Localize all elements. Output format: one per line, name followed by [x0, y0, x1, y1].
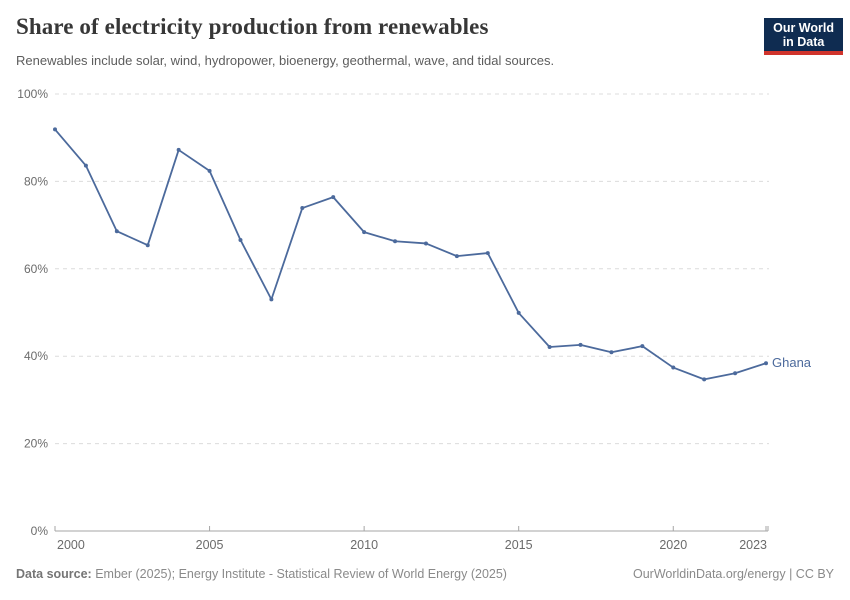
data-point[interactable] — [114, 229, 119, 234]
data-point[interactable] — [578, 342, 583, 347]
data-point[interactable] — [238, 237, 243, 242]
y-axis-label: 0% — [31, 524, 49, 538]
data-point[interactable] — [331, 195, 336, 200]
data-source-label: Data source: — [16, 567, 92, 581]
data-point[interactable] — [671, 365, 676, 370]
x-axis-label: 2000 — [57, 538, 85, 552]
owid-logo: Our World in Data — [764, 18, 843, 55]
owid-logo-line2: in Data — [782, 35, 825, 49]
y-axis-label: 60% — [24, 262, 48, 276]
data-point[interactable] — [516, 310, 521, 315]
y-axis-label: 20% — [24, 437, 48, 451]
x-axis-label: 2015 — [505, 538, 533, 552]
data-point[interactable] — [423, 241, 428, 246]
chart-subtitle: Renewables include solar, wind, hydropow… — [16, 53, 555, 68]
data-point[interactable] — [485, 251, 490, 256]
credit-link[interactable]: OurWorldinData.org/energy | CC BY — [632, 567, 834, 581]
data-point[interactable] — [300, 206, 305, 211]
x-axis-label: 2005 — [196, 538, 224, 552]
data-point[interactable] — [640, 344, 645, 349]
data-source-text: Ember (2025); Energy Institute - Statist… — [95, 567, 507, 581]
data-source: Data source: Ember (2025); Energy Instit… — [16, 567, 507, 581]
data-point[interactable] — [207, 168, 212, 173]
y-axis-label: 80% — [24, 174, 48, 188]
x-axis-label: 2023 — [739, 538, 767, 552]
data-point[interactable] — [269, 297, 274, 302]
y-axis-label: 40% — [24, 349, 48, 363]
owid-logo-line1: Our World — [773, 21, 834, 35]
data-point[interactable] — [53, 127, 57, 132]
data-line-ghana[interactable] — [54, 128, 767, 381]
data-point[interactable] — [454, 254, 459, 259]
data-point[interactable] — [176, 147, 181, 152]
page-title: Share of electricity production from ren… — [16, 14, 489, 39]
data-point[interactable] — [702, 377, 707, 382]
data-point[interactable] — [362, 230, 367, 235]
data-point[interactable] — [83, 163, 88, 168]
data-point[interactable] — [733, 371, 738, 376]
x-axis-label: 2020 — [659, 538, 687, 552]
chart-footer: Data source: Ember (2025); Energy Instit… — [16, 567, 834, 581]
data-point[interactable] — [764, 361, 768, 366]
y-axis-label: 100% — [17, 87, 48, 101]
data-point[interactable] — [393, 239, 398, 244]
data-point[interactable] — [609, 350, 614, 355]
x-axis-label: 2010 — [350, 538, 378, 552]
data-point[interactable] — [145, 243, 150, 248]
data-point[interactable] — [547, 345, 552, 350]
series-label[interactable]: Ghana — [772, 355, 812, 370]
